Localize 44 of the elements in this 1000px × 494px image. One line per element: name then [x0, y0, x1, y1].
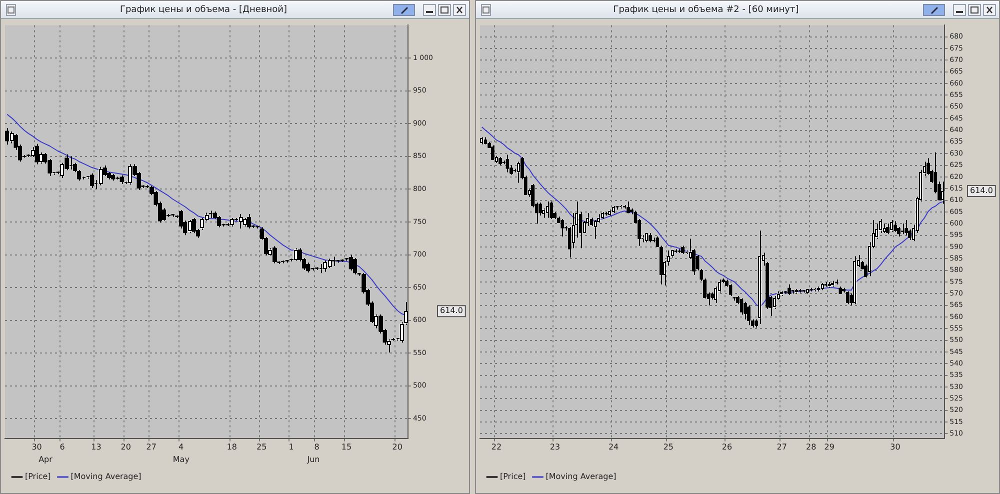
x-tick-label: 26	[722, 442, 732, 452]
text: 614.0	[440, 306, 463, 316]
x-tick-label: 29	[824, 442, 834, 452]
legend-label: [Moving Average]	[546, 472, 616, 482]
x-tick-label: 15	[341, 442, 352, 452]
candlestick	[594, 220, 597, 240]
chart-title: График цены и объема #2 - [60 минут]	[612, 4, 800, 14]
x-tick-label: 8	[314, 442, 320, 452]
legend-label: [Price]	[25, 472, 51, 482]
candlestick	[890, 220, 894, 232]
x-tick-label: 22	[491, 442, 502, 452]
x-tick-label: 30	[32, 442, 42, 452]
x-tick-label: 27	[776, 442, 787, 452]
chart-title: График цены и объема - [Дневной]	[118, 4, 288, 14]
legend-label: [Price]	[500, 472, 526, 482]
text: Jun	[306, 455, 320, 464]
x-tick-label: 20	[392, 442, 402, 452]
candlestick	[853, 256, 857, 305]
candlestick	[516, 161, 520, 184]
x-tick-label: 20	[120, 442, 131, 452]
candlestick	[904, 220, 908, 236]
text: May	[172, 455, 190, 464]
legend-label: [Moving Average]	[70, 472, 142, 482]
x-tick-label: 25	[663, 442, 674, 452]
x-tick-label: 6	[60, 442, 65, 452]
x-tick-label: 23	[550, 442, 560, 452]
x-tick-label: 1	[288, 442, 294, 452]
x-tick-label: 24	[608, 442, 619, 452]
x-tick-label: 18	[226, 442, 238, 452]
text: 614.0	[970, 186, 993, 196]
x-tick-label: 27	[146, 442, 156, 452]
x-tick-label: 4	[178, 442, 184, 452]
candlestick	[758, 230, 762, 325]
candlestick	[941, 181, 944, 204]
candlestick	[886, 223, 890, 235]
x-tick-label: 13	[91, 442, 102, 452]
candlestick	[546, 200, 550, 218]
candlestick	[882, 223, 886, 234]
x-tick-label: 28	[806, 442, 816, 452]
x-tick-label: 30	[890, 442, 900, 452]
x-tick-label: 25	[256, 442, 267, 452]
candlestick	[644, 232, 648, 243]
text: Apr	[38, 455, 54, 464]
candlestick	[772, 296, 776, 310]
